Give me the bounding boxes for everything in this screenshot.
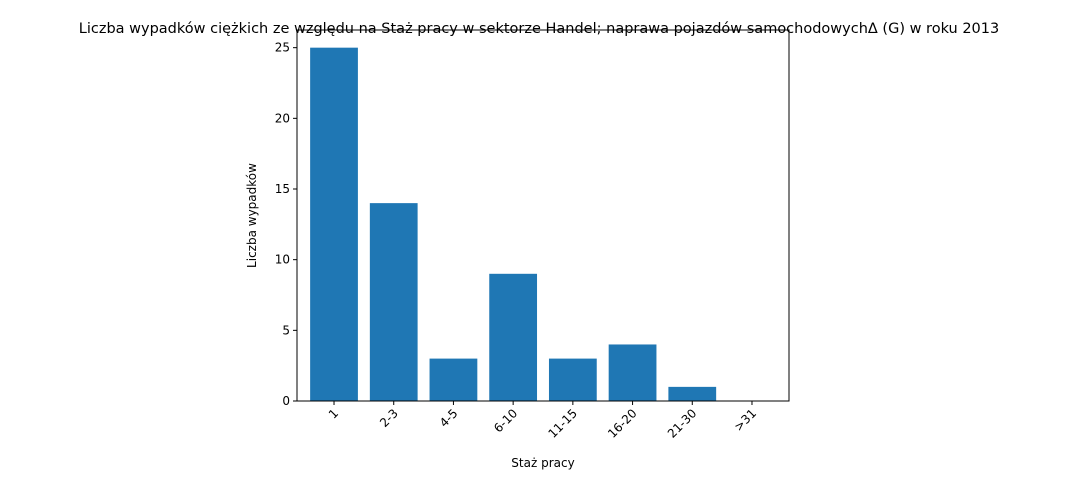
x-axis-ticks: 1 2-3 4-5 6-10 11-15 16-20 21-30 >31 [326, 401, 759, 441]
x-tick-label: >31 [731, 406, 759, 434]
y-tick-label: 5 [282, 323, 290, 337]
x-tick-label: 4-5 [437, 406, 461, 430]
y-tick-label: 15 [275, 182, 290, 196]
x-tick-label: 1 [326, 406, 341, 421]
y-axis-ticks: 0 5 10 15 20 25 [275, 41, 297, 408]
y-tick-label: 25 [275, 41, 290, 55]
x-tick-label: 6-10 [491, 406, 520, 435]
bar-4 [548, 358, 597, 401]
plot-frame [296, 29, 790, 402]
x-tick-label: 2-3 [377, 406, 401, 430]
bar-2 [429, 358, 478, 401]
x-tick-label: 11-15 [545, 406, 580, 441]
x-tick-label: 21-30 [665, 406, 700, 441]
bar-3 [489, 273, 538, 401]
bars-group [310, 47, 717, 402]
y-tick-label: 10 [275, 253, 290, 267]
x-tick-label: 16-20 [605, 406, 640, 441]
bar-6 [668, 386, 717, 401]
bar-1 [369, 203, 418, 401]
y-axis-label: Liczba wypadków [245, 163, 259, 268]
bar-5 [608, 344, 657, 401]
chart-title: Liczba wypadków ciężkich ze względu na S… [79, 21, 999, 37]
x-axis-label: Staż pracy [511, 456, 574, 470]
y-tick-label: 20 [275, 111, 290, 125]
bar-0 [310, 47, 358, 402]
y-tick-label: 0 [282, 394, 290, 408]
